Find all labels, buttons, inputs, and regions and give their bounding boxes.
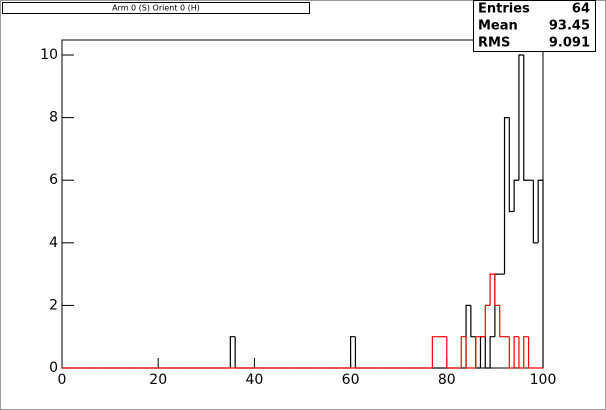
bin <box>527 336 534 369</box>
bin <box>518 336 524 369</box>
y-tick-label: 6 <box>49 172 58 188</box>
bin <box>446 336 452 369</box>
stat-value: 93.45 <box>549 19 590 34</box>
bin <box>503 117 510 275</box>
title-box <box>2 2 310 14</box>
bin <box>494 274 500 307</box>
y-tick-label: 8 <box>49 110 58 126</box>
bin <box>229 336 236 368</box>
stat-label: Mean <box>478 19 518 34</box>
bin <box>350 336 356 368</box>
x-tick-label: 60 <box>342 372 360 388</box>
y-tick-label: 2 <box>49 297 58 313</box>
bin <box>499 305 505 338</box>
x-tick-label: 80 <box>438 372 456 388</box>
bin <box>484 304 491 337</box>
stats-box <box>473 0 596 52</box>
bin <box>523 55 529 181</box>
bin <box>513 336 519 368</box>
x-tick-label: 20 <box>149 372 167 388</box>
bin <box>513 179 519 212</box>
x-tick-label: 40 <box>245 372 263 388</box>
x-tick-label: 0 <box>58 372 67 388</box>
bin <box>465 336 471 369</box>
bin <box>431 336 438 368</box>
bin <box>475 336 481 368</box>
stat-value: 9.091 <box>549 36 590 51</box>
x-tick-label: 100 <box>530 372 557 388</box>
y-tick-label: 0 <box>49 360 58 376</box>
bin <box>537 179 544 368</box>
bin <box>518 54 524 181</box>
chart-title: Arm 0 (S) Orient 0 (H) <box>112 4 200 13</box>
y-tick-label: 4 <box>49 235 58 251</box>
bin <box>523 336 529 368</box>
bin <box>489 336 495 368</box>
y-tick-label: 10 <box>40 47 58 63</box>
stat-value: 64 <box>572 2 590 17</box>
bin <box>470 305 476 338</box>
bin <box>484 336 491 369</box>
bin <box>508 336 515 369</box>
bin <box>489 273 495 306</box>
stat-label: Entries <box>478 2 530 17</box>
stat-label: RMS <box>478 36 510 51</box>
bin <box>508 117 515 213</box>
bin <box>460 336 467 368</box>
bin <box>532 180 539 244</box>
